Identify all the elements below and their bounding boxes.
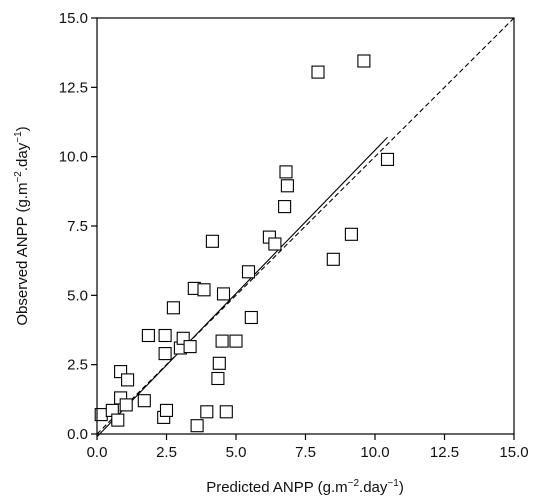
x-tick-label: 15.0	[499, 444, 528, 461]
x-axis-label: Predicted ANPP (g.m−2.day−1)	[206, 478, 404, 496]
plot-marks	[94, 17, 515, 438]
data-point	[219, 405, 233, 419]
data-point	[158, 328, 172, 343]
data-point	[280, 179, 294, 193]
y-tick-label: 2.5	[67, 357, 88, 374]
regression-line	[96, 136, 388, 438]
data-point	[344, 227, 358, 241]
data-point	[216, 287, 231, 301]
data-point	[212, 356, 226, 370]
data-point	[326, 252, 340, 266]
x-tick-label: 0.0	[87, 444, 108, 461]
y-tick-label: 5.0	[67, 287, 88, 304]
data-point	[119, 398, 133, 412]
one-to-one-line	[96, 17, 515, 435]
data-point	[166, 301, 180, 315]
y-tick-label: 12.5	[59, 79, 88, 96]
x-tick-label: 5.0	[226, 444, 247, 461]
y-tick-label: 7.5	[67, 218, 88, 235]
y-tick-label: 0.0	[67, 426, 88, 443]
data-point	[141, 328, 155, 343]
axis-ticks: 0.00.0 2.5 2.5 5.0 5.0 7.5 7.5 10.0 10.0 12.5 12.5…	[59, 10, 529, 461]
data-point	[311, 65, 325, 79]
data-point	[190, 419, 204, 433]
plot-frame	[96, 17, 515, 435]
x-tick-label: 12.5	[430, 444, 459, 461]
data-point	[211, 371, 225, 386]
data-point	[229, 334, 243, 348]
data-point	[183, 340, 197, 354]
x-tick-label: 2.5	[156, 444, 177, 461]
data-point	[278, 200, 292, 214]
data-point	[159, 403, 174, 417]
y-axis-label: Observed ANPP (g.m−2.day−1)	[13, 126, 31, 325]
data-point	[268, 237, 282, 251]
x-tick-label: 7.5	[295, 444, 316, 461]
data-point	[215, 334, 229, 348]
data-point	[158, 347, 172, 361]
data-point	[380, 152, 395, 166]
y-tick-label: 10.0	[59, 149, 88, 166]
data-point	[244, 310, 258, 325]
data-point	[200, 405, 214, 419]
y-tick-label: 15.0	[59, 10, 88, 27]
data-point	[241, 265, 256, 279]
data-point	[121, 373, 135, 387]
data-point	[205, 234, 219, 248]
data-point	[197, 283, 211, 297]
data-point	[357, 54, 371, 68]
data-point	[111, 413, 125, 427]
x-tick-label: 10.0	[360, 444, 389, 461]
data-point	[137, 394, 151, 408]
data-point	[279, 165, 293, 179]
